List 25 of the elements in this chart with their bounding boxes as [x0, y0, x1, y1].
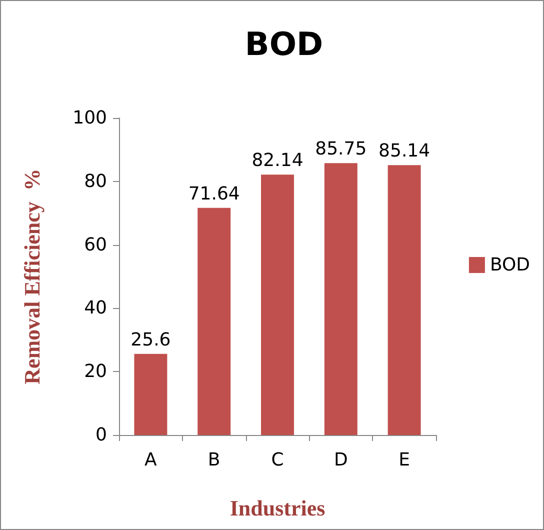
x-axis-title: Industries — [230, 496, 326, 520]
bar — [324, 163, 358, 435]
bar — [261, 174, 294, 435]
x-tick-label: B — [208, 450, 220, 470]
y-tick-label: 40 — [84, 298, 107, 319]
y-tick-label: 100 — [72, 108, 107, 128]
data-label: 71.64 — [188, 183, 240, 204]
y-tick-label: 80 — [84, 170, 107, 192]
data-label: 82.14 — [252, 150, 304, 172]
y-tick-label: 0 — [96, 424, 107, 446]
x-tick-label: A — [144, 450, 158, 470]
x-tick-label: E — [398, 450, 410, 470]
data-label: 85.14 — [378, 140, 430, 162]
x-tick-label: D — [334, 450, 348, 470]
y-tick-label: 60 — [84, 234, 107, 256]
data-label: 25.6 — [130, 329, 171, 350]
x-tick-label: C — [271, 450, 284, 470]
data-label: 85.75 — [315, 138, 367, 160]
bar — [388, 165, 421, 435]
y-tick-label: 20 — [84, 361, 107, 382]
bar — [198, 208, 231, 435]
legend-label: BOD — [490, 254, 530, 276]
bar — [134, 354, 168, 435]
chart-title: BOD — [244, 25, 324, 63]
y-axis-title: Removal Efficiency % — [20, 168, 44, 384]
